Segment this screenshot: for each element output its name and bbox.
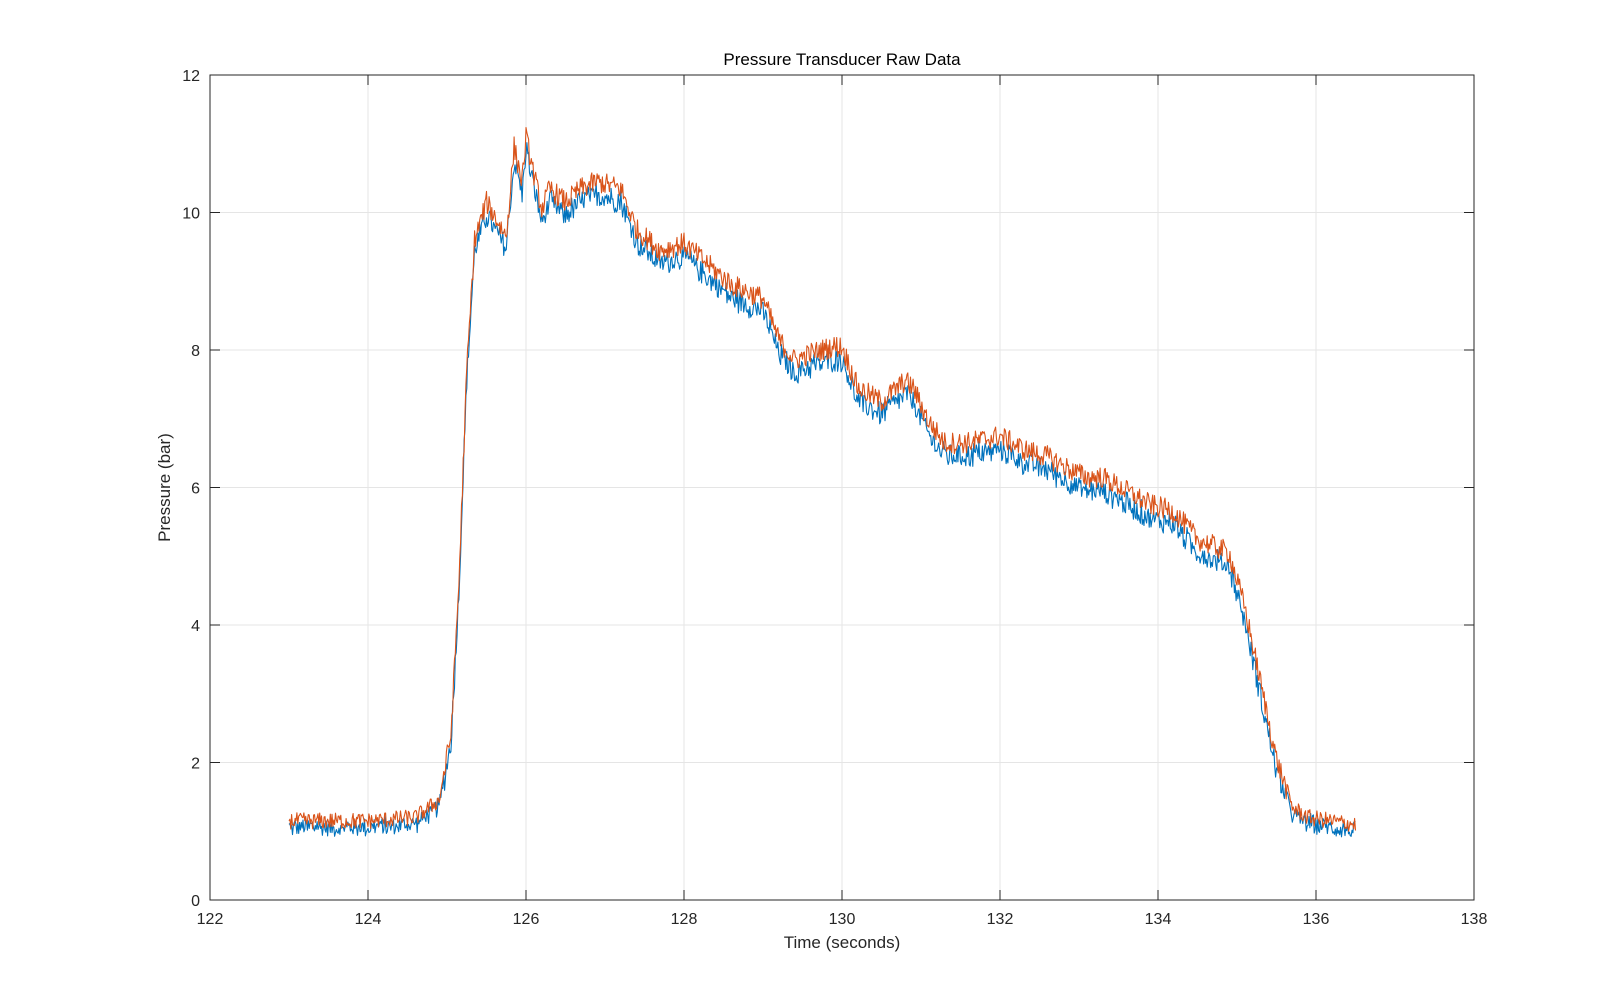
y-tick-label: 8 [191, 343, 200, 360]
y-tick-label: 10 [182, 206, 200, 223]
x-tick-label: 122 [197, 911, 224, 928]
y-tick-label: 6 [191, 481, 200, 498]
x-tick-label: 136 [1303, 911, 1330, 928]
y-axis-title: Pressure (bar) [155, 433, 174, 542]
series-line-1 [288, 142, 1356, 838]
series-layer [288, 126, 1357, 838]
ticks: 122 124 126 128 130 132 134 136 138 0 2 4 6 8 10 12 [182, 68, 1487, 928]
y-tick-label: 2 [191, 756, 200, 773]
y-tick-label: 12 [182, 68, 200, 85]
x-tick-label: 138 [1461, 911, 1488, 928]
x-tick-label: 130 [829, 911, 856, 928]
x-tick-label: 128 [671, 911, 698, 928]
x-tick-label: 132 [987, 911, 1014, 928]
x-tick-label: 134 [1145, 911, 1172, 928]
x-tick-label: 124 [355, 911, 382, 928]
y-tick-label: 4 [191, 618, 200, 635]
x-tick-label: 126 [513, 911, 540, 928]
chart-title: Pressure Transducer Raw Data [723, 50, 961, 69]
y-tick-label: 0 [191, 893, 200, 910]
x-axis-title: Time (seconds) [784, 933, 901, 952]
series-line-2 [288, 126, 1357, 832]
